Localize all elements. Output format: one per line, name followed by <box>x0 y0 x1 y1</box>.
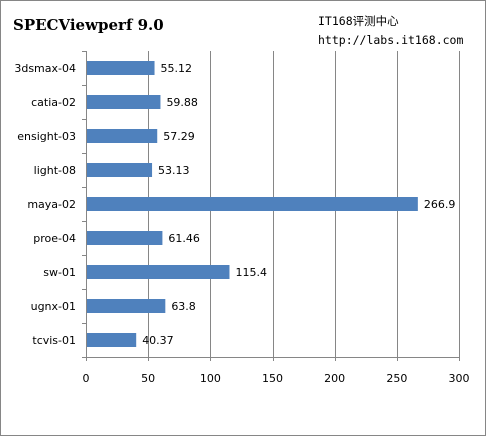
x-tick-label: 300 <box>449 372 470 385</box>
category-label: tcvis-01 <box>32 334 76 347</box>
x-tick-label: 50 <box>141 372 155 385</box>
bar <box>87 163 153 177</box>
value-label: 40.37 <box>142 334 174 347</box>
category-label: proe-04 <box>33 232 76 245</box>
category-label: 3dsmax-04 <box>14 62 76 75</box>
bar <box>87 299 166 313</box>
bar <box>87 333 137 347</box>
bar <box>87 129 158 143</box>
bar <box>87 61 155 75</box>
category-label: light-08 <box>34 164 76 177</box>
category-label: ugnx-01 <box>31 300 76 313</box>
value-label: 115.4 <box>235 266 266 279</box>
category-label: sw-01 <box>43 266 76 279</box>
value-label: 57.29 <box>163 130 195 143</box>
watermark-url: http://labs.it168.com <box>318 33 464 47</box>
x-tick-label: 250 <box>386 372 407 385</box>
category-label: maya-02 <box>27 198 76 211</box>
bar <box>87 197 418 211</box>
value-label: 63.8 <box>171 300 196 313</box>
x-tick-label: 200 <box>324 372 345 385</box>
value-label: 59.88 <box>166 96 198 109</box>
bar <box>87 95 161 109</box>
bar <box>87 231 163 245</box>
category-label: ensight-03 <box>17 130 76 143</box>
x-tick-label: 150 <box>262 372 283 385</box>
watermark-site: IT168评测中心 <box>318 14 399 28</box>
category-label: catia-02 <box>31 96 76 109</box>
x-tick-label: 100 <box>200 372 221 385</box>
bar <box>87 265 230 279</box>
value-label: 61.46 <box>168 232 200 245</box>
value-label: 53.13 <box>158 164 190 177</box>
value-label: 55.12 <box>161 62 193 75</box>
x-tick-label: 0 <box>83 372 90 385</box>
chart-title: SPECViewperf 9.0 <box>13 16 164 34</box>
value-label: 266.9 <box>424 198 456 211</box>
